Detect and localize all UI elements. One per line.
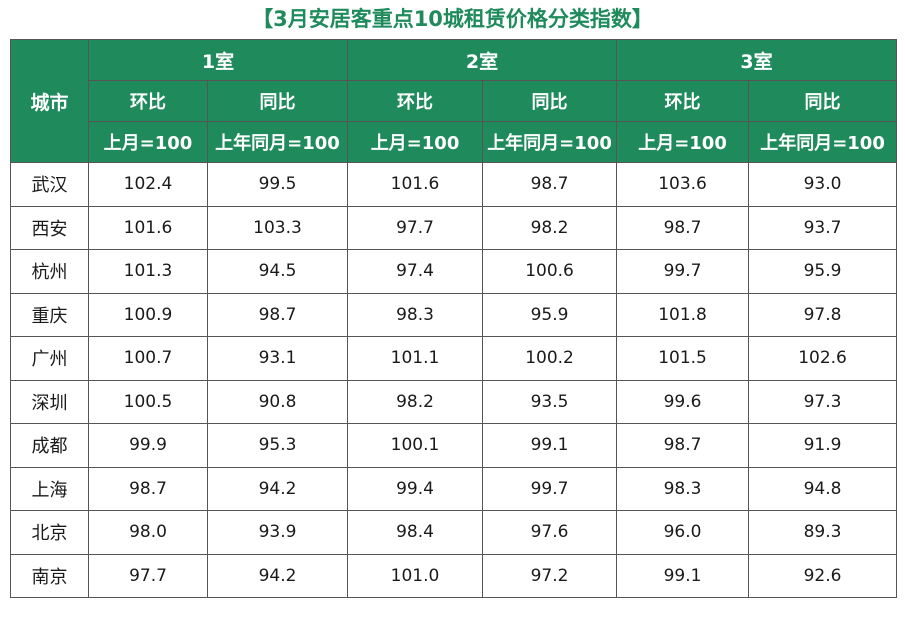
value-cell: 100.2 [482,336,618,381]
unit-header-2-room-yoy: 上年同月=100 [482,121,618,163]
value-cell: 98.3 [616,466,750,511]
value-cell: 101.6 [88,205,208,250]
value-cell: 93.0 [748,162,898,207]
value-cell: 99.9 [88,423,208,468]
value-cell: 101.8 [616,292,750,337]
city-cell: 成都 [10,423,89,468]
value-cell: 98.7 [616,205,750,250]
unit-header-3-room-yoy: 上年同月=100 [748,121,898,163]
city-column-header: 城市 [10,39,89,163]
value-cell: 97.3 [748,379,898,424]
value-cell: 94.5 [206,249,349,294]
value-cell: 98.7 [206,292,349,337]
value-cell: 99.7 [482,466,618,511]
unit-header-1-room-yoy: 上年同月=100 [206,121,349,163]
value-cell: 99.5 [206,162,349,207]
value-cell: 97.7 [88,553,208,598]
col-header-2-room-mom: 环比 [347,80,484,122]
value-cell: 98.2 [482,205,618,250]
value-cell: 98.3 [347,292,484,337]
col-header-3-room-yoy: 同比 [748,80,898,122]
table-title: 【3月安居客重点10城租赁价格分类指数】 [252,7,653,31]
value-cell: 103.6 [616,162,750,207]
value-cell: 98.4 [347,510,484,555]
value-cell: 99.6 [616,379,750,424]
value-cell: 101.1 [347,336,484,381]
value-cell: 93.9 [206,510,349,555]
value-cell: 94.2 [206,553,349,598]
value-cell: 100.1 [347,423,484,468]
value-cell: 94.2 [206,466,349,511]
value-cell: 99.1 [616,553,750,598]
value-cell: 103.3 [206,205,349,250]
table-row: 上海 98.7 94.2 99.4 99.7 98.3 94.8 [10,466,898,511]
value-cell: 97.4 [347,249,484,294]
value-cell: 93.7 [748,205,898,250]
city-cell: 广州 [10,336,89,381]
value-cell: 92.6 [748,553,898,598]
col-header-1-room-mom: 环比 [88,80,208,122]
value-cell: 101.6 [347,162,484,207]
value-cell: 101.3 [88,249,208,294]
value-cell: 99.1 [482,423,618,468]
city-cell: 杭州 [10,249,89,294]
value-cell: 100.9 [88,292,208,337]
value-cell: 95.3 [206,423,349,468]
value-cell: 102.6 [748,336,898,381]
col-header-1-room-yoy: 同比 [206,80,349,122]
unit-header-2-room-mom: 上月=100 [347,121,484,163]
table-row: 深圳 100.5 90.8 98.2 93.5 99.6 97.3 [10,379,898,424]
table-row: 广州 100.7 93.1 101.1 100.2 101.5 102.6 [10,336,898,381]
value-cell: 97.2 [482,553,618,598]
city-cell: 西安 [10,205,89,250]
city-cell: 重庆 [10,292,89,337]
value-cell: 90.8 [206,379,349,424]
col-header-3-room-mom: 环比 [616,80,750,122]
value-cell: 95.9 [748,249,898,294]
table-row: 成都 99.9 95.3 100.1 99.1 98.7 91.9 [10,423,898,468]
city-cell: 武汉 [10,162,89,207]
table-row: 北京 98.0 93.9 98.4 97.6 96.0 89.3 [10,510,898,555]
group-header-2-room: 2室 [347,39,618,81]
value-cell: 98.7 [616,423,750,468]
value-cell: 91.9 [748,423,898,468]
value-cell: 100.6 [482,249,618,294]
value-cell: 100.7 [88,336,208,381]
group-header-3-room: 3室 [616,39,898,81]
value-cell: 102.4 [88,162,208,207]
table-row: 重庆 100.9 98.7 98.3 95.9 101.8 97.8 [10,292,898,337]
city-cell: 北京 [10,510,89,555]
city-cell: 上海 [10,466,89,511]
value-cell: 98.7 [88,466,208,511]
table-row: 西安 101.6 103.3 97.7 98.2 98.7 93.7 [10,205,898,250]
value-cell: 96.0 [616,510,750,555]
rent-index-table: 城市 1室 2室 3室 环比 同比 环比 同比 环比 同比 上月=100 上年同… [10,39,898,598]
city-cell: 深圳 [10,379,89,424]
value-cell: 97.7 [347,205,484,250]
group-header-1-room: 1室 [87,39,349,81]
value-cell: 93.1 [206,336,349,381]
unit-header-1-room-mom: 上月=100 [88,121,208,163]
unit-header-3-room-mom: 上月=100 [616,121,750,163]
value-cell: 89.3 [748,510,898,555]
value-cell: 99.4 [347,466,484,511]
value-cell: 97.6 [482,510,618,555]
value-cell: 94.8 [748,466,898,511]
city-cell: 南京 [10,553,89,598]
value-cell: 101.5 [616,336,750,381]
value-cell: 101.0 [347,553,484,598]
value-cell: 98.2 [347,379,484,424]
value-cell: 95.9 [482,292,618,337]
table-row: 杭州 101.3 94.5 97.4 100.6 99.7 95.9 [10,249,898,294]
value-cell: 99.7 [616,249,750,294]
value-cell: 98.0 [88,510,208,555]
value-cell: 93.5 [482,379,618,424]
value-cell: 98.7 [482,162,618,207]
col-header-2-room-yoy: 同比 [482,80,618,122]
table-row: 南京 97.7 94.2 101.0 97.2 99.1 92.6 [10,553,898,598]
value-cell: 97.8 [748,292,898,337]
table-row: 武汉 102.4 99.5 101.6 98.7 103.6 93.0 [10,162,898,207]
value-cell: 100.5 [88,379,208,424]
